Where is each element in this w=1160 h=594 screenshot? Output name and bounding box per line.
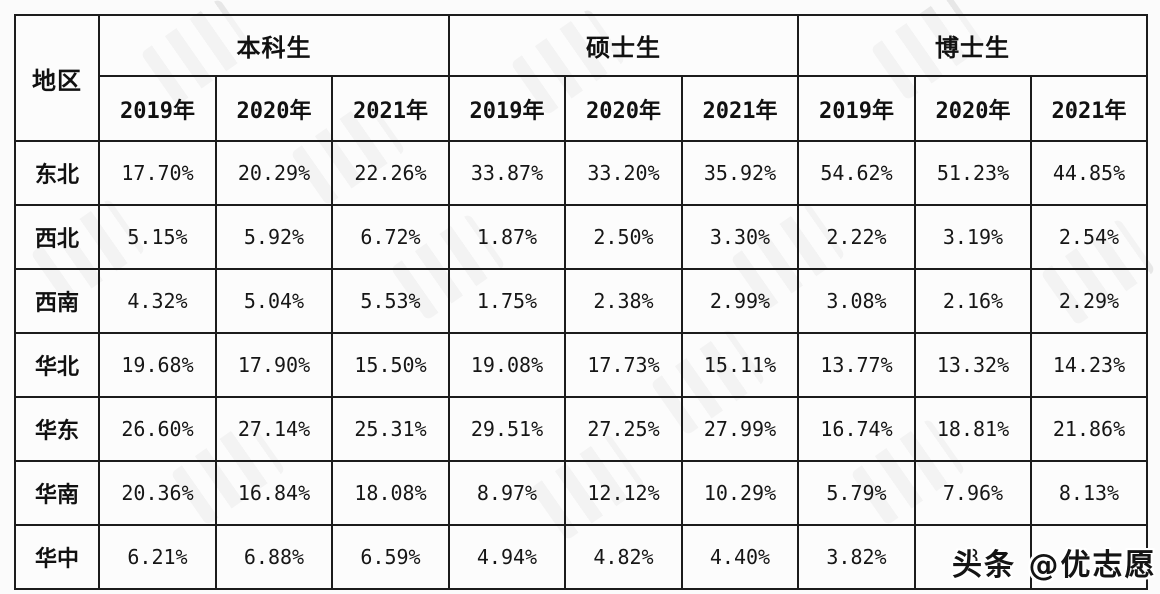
table-cell: 54.62% [797, 140, 916, 206]
table-cell: 18.08% [331, 460, 450, 526]
table-cell: 19.68% [98, 332, 217, 398]
table-cell: 2.29% [1030, 268, 1148, 334]
table-cell: 2.50% [564, 204, 683, 270]
table-cell: 20.29% [215, 140, 333, 206]
table-cell: 5.53% [331, 268, 450, 334]
table-cell: 27.25% [564, 396, 683, 462]
region-column-header: 地区 [14, 14, 100, 142]
group-header-doctor: 博士生 [797, 14, 1148, 77]
region-label-huazhong: 华中 [14, 524, 100, 590]
table-cell: 16.74% [797, 396, 916, 462]
table-cell: 5.79% [797, 460, 916, 526]
table-row: 华东 26.60% 27.14% 25.31% 29.51% 27.25% 27… [14, 396, 1148, 462]
region-label-huanan: 华南 [14, 460, 100, 526]
group-header-undergraduate: 本科生 [98, 14, 450, 77]
table-row: 华北 19.68% 17.90% 15.50% 19.08% 17.73% 15… [14, 332, 1148, 398]
table-cell [1030, 524, 1148, 590]
year-header: 2019年 [448, 75, 566, 142]
table-cell: 5.15% [98, 204, 217, 270]
table-cell: 13.32% [914, 332, 1032, 398]
region-label-huabei: 华北 [14, 332, 100, 398]
table-cell: 4.40% [681, 524, 799, 590]
table-cell: 1.87% [448, 204, 566, 270]
table-cell: 4.32% [98, 268, 217, 334]
table-cell: 27.99% [681, 396, 799, 462]
table-cell: 15.50% [331, 332, 450, 398]
table-cell: 25.31% [331, 396, 450, 462]
table-cell: 1.75% [448, 268, 566, 334]
table-cell: 2.38% [564, 268, 683, 334]
year-header: 2021年 [331, 75, 450, 142]
table-cell: 2.22% [797, 204, 916, 270]
table-cell: 27.14% [215, 396, 333, 462]
table-cell: 29.51% [448, 396, 566, 462]
table-cell: 22.26% [331, 140, 450, 206]
region-label-huadong: 华东 [14, 396, 100, 462]
table-cell: 5.04% [215, 268, 333, 334]
year-header: 2021年 [681, 75, 799, 142]
table-cell: 2.54% [1030, 204, 1148, 270]
table-cell: 10.29% [681, 460, 799, 526]
table-cell: 2.16% [914, 268, 1032, 334]
region-label-dongbei: 东北 [14, 140, 100, 206]
year-header: 2019年 [98, 75, 217, 142]
table-cell: 33.20% [564, 140, 683, 206]
table-cell: 33.87% [448, 140, 566, 206]
table-cell: 4.94% [448, 524, 566, 590]
year-header: 2020年 [215, 75, 333, 142]
table-cell: 44.85% [1030, 140, 1148, 206]
admission-rate-table: 地区 本科生 硕士生 博士生 2019年 2020年 2021年 2019年 2… [14, 14, 1148, 590]
table-cell: 13.77% [797, 332, 916, 398]
table-cell: 6.59% [331, 524, 450, 590]
table-row: 华中 6.21% 6.88% 6.59% 4.94% 4.82% 4.40% 3… [14, 524, 1148, 590]
table-cell: 16.84% [215, 460, 333, 526]
table-cell: 17.73% [564, 332, 683, 398]
table-row: 西北 5.15% 5.92% 6.72% 1.87% 2.50% 3.30% 2… [14, 204, 1148, 270]
table-cell: 15.11% [681, 332, 799, 398]
year-header: 2020年 [914, 75, 1032, 142]
table-cell: 51.23% [914, 140, 1032, 206]
table-cell: 21.86% [1030, 396, 1148, 462]
table-cell: 19.08% [448, 332, 566, 398]
table-cell: 6.21% [98, 524, 217, 590]
table-cell: 3.19% [914, 204, 1032, 270]
table-cell: 20.36% [98, 460, 217, 526]
region-label-xibei: 西北 [14, 204, 100, 270]
table-cell: 4.82% [564, 524, 683, 590]
table-cell: 26.60% [98, 396, 217, 462]
table-cell: 3.82% [797, 524, 916, 590]
table-cell: 6.72% [331, 204, 450, 270]
table-cell: 3.30% [681, 204, 799, 270]
table-row: 东北 17.70% 20.29% 22.26% 33.87% 33.20% 35… [14, 140, 1148, 206]
table-row: 西南 4.32% 5.04% 5.53% 1.75% 2.38% 2.99% 3… [14, 268, 1148, 334]
table-cell: 3 [914, 524, 1032, 590]
table-cell: 18.81% [914, 396, 1032, 462]
table-cell: 2.99% [681, 268, 799, 334]
table-cell: 17.90% [215, 332, 333, 398]
year-header: 2021年 [1030, 75, 1148, 142]
table-cell: 5.92% [215, 204, 333, 270]
region-label-xinan: 西南 [14, 268, 100, 334]
table-cell: 8.13% [1030, 460, 1148, 526]
table-cell: 3.08% [797, 268, 916, 334]
table-cell: 7.96% [914, 460, 1032, 526]
year-header: 2019年 [797, 75, 916, 142]
table-cell: 35.92% [681, 140, 799, 206]
table-cell: 8.97% [448, 460, 566, 526]
table-cell: 17.70% [98, 140, 217, 206]
group-header-master: 硕士生 [448, 14, 799, 77]
table-cell: 12.12% [564, 460, 683, 526]
table-cell: 14.23% [1030, 332, 1148, 398]
year-header: 2020年 [564, 75, 683, 142]
table-cell: 6.88% [215, 524, 333, 590]
table-row: 华南 20.36% 16.84% 18.08% 8.97% 12.12% 10.… [14, 460, 1148, 526]
